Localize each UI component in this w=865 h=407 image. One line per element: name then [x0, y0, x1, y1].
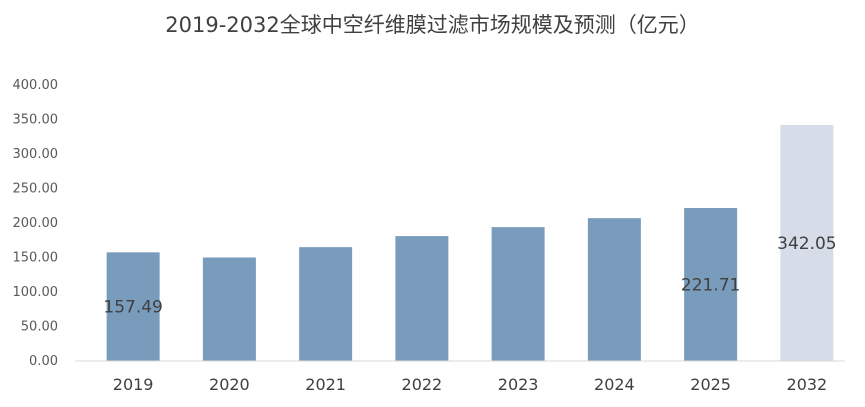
x-tick-label: 2032: [787, 375, 828, 394]
x-tick-label: 2025: [690, 375, 731, 394]
bar-2025: [684, 208, 738, 361]
bar-2032: [780, 124, 834, 361]
y-tick-label: 200.00: [13, 216, 59, 231]
data-label-2019: 157.49: [103, 298, 162, 318]
x-tick-label: 2022: [402, 375, 443, 394]
y-tick-label: 100.00: [13, 285, 59, 300]
x-tick-label: 2019: [113, 375, 154, 394]
y-tick-label: 150.00: [13, 251, 59, 266]
bar-2022: [395, 236, 449, 361]
x-tick-label: 2024: [594, 375, 635, 394]
data-labels: 157.49 221.71 342.05: [103, 234, 836, 318]
y-tick-label: 300.00: [13, 147, 59, 162]
chart-title: 2019-2032全球中空纤维膜过滤市场规模及预测（亿元）: [165, 13, 700, 37]
bar-2023: [491, 227, 545, 361]
data-label-2025: 221.71: [681, 276, 740, 296]
bars: [106, 124, 834, 361]
x-tick-label: 2021: [305, 375, 346, 394]
y-tick-label: 250.00: [13, 182, 59, 197]
y-tick-label: 400.00: [13, 78, 59, 93]
data-label-2032: 342.05: [777, 234, 836, 254]
y-tick-label: 0.00: [29, 354, 58, 369]
y-tick-label: 350.00: [13, 113, 59, 128]
x-tick-label: 2023: [498, 375, 539, 394]
x-tick-label: 2020: [209, 375, 250, 394]
y-axis: 0.00 50.00 100.00 150.00 200.00 250.00 300.00 3…: [13, 78, 59, 369]
bar-2019: [106, 252, 160, 361]
bar-2020: [202, 257, 256, 361]
y-tick-label: 50.00: [21, 320, 58, 335]
bar-2024: [587, 218, 641, 361]
x-axis: 2019 2020 2021 2022 2023 2024 2025 2032: [113, 375, 827, 394]
bar-2021: [299, 247, 353, 361]
